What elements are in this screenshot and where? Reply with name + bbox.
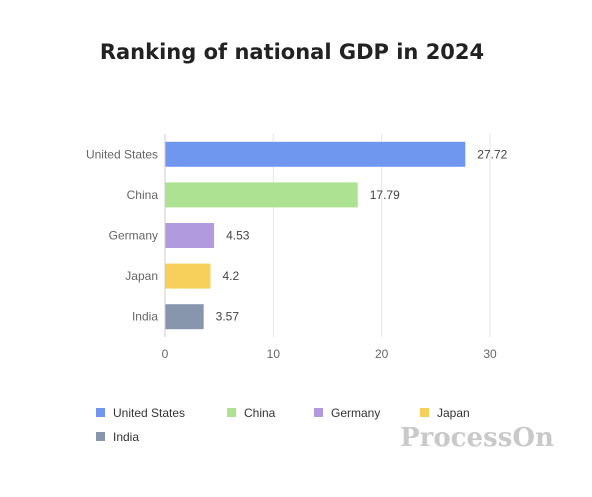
y-tick-label: China [127,188,159,202]
legend-swatch [96,408,105,417]
chart-title: Ranking of national GDP in 2024 [100,40,484,64]
legend-swatch [420,408,429,417]
legend-entry-label: Germany [331,406,380,420]
bar [165,263,211,289]
grid-lines [272,134,491,337]
data-label: 3.57 [216,310,240,324]
legend-swatch [227,408,236,417]
y-tick-label: United States [86,147,158,161]
bars: 27.72 17.79 4.53 4.2 3.57 [165,141,508,330]
data-label: 27.72 [477,147,507,161]
legend: United States China Germany Japan India [96,406,470,444]
x-tick-label: 0 [162,347,169,361]
x-tick-label: 10 [267,347,281,361]
legend-swatch [96,432,105,441]
legend-entry-label: United States [113,406,185,420]
x-tick-label: 30 [483,347,497,361]
watermark-logo: ProcessOn [400,423,554,453]
bar [165,182,358,208]
y-tick-label: Germany [109,229,158,243]
legend-entry-label: India [113,430,139,444]
y-tick-label: India [132,310,158,324]
bar [165,141,466,167]
legend-entry-label: Japan [437,406,470,420]
legend-swatch [314,408,323,417]
data-label: 17.79 [370,188,400,202]
data-label: 4.2 [223,269,240,283]
bar [165,223,215,248]
axes: 0 10 20 30 United States China Germany Japan Ind… [86,134,497,361]
x-tick-label: 20 [375,347,389,361]
bar [165,304,204,330]
data-label: 4.53 [226,229,250,243]
legend-entry-label: China [244,406,276,420]
y-tick-label: Japan [125,269,158,283]
